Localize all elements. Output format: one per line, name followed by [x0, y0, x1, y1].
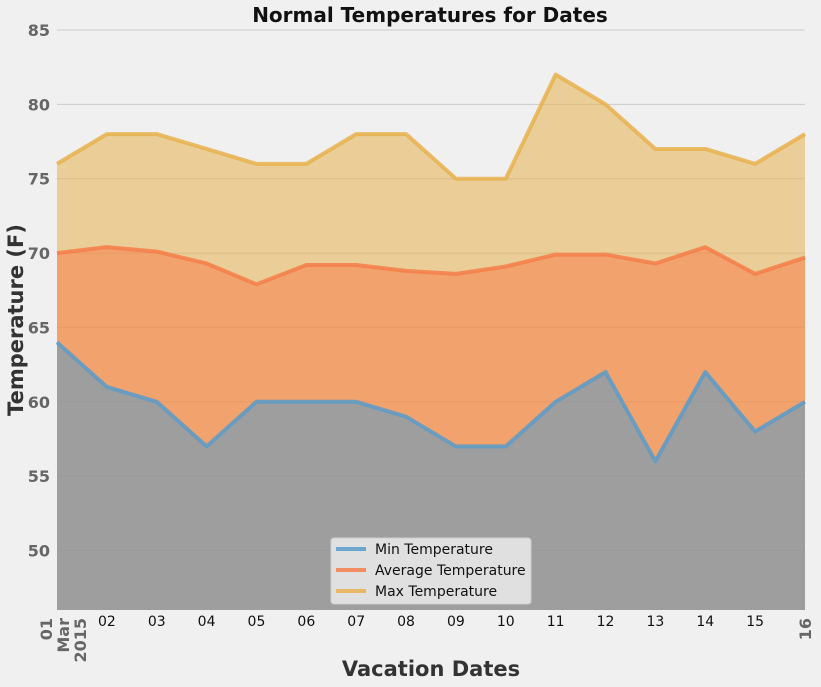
y-axis-label: Temperature (F) — [4, 224, 28, 416]
x-tick-label: 01Mar2015 — [37, 618, 90, 663]
x-tick-label: 13 — [646, 614, 664, 630]
y-tick-label: 80 — [28, 95, 50, 114]
x-tick-label: 11 — [547, 614, 565, 630]
y-tick-labels: 50 55 60 65 70 75 80 85 — [28, 21, 50, 561]
legend-box — [330, 537, 532, 605]
x-tick-label: 14 — [696, 614, 714, 630]
legend-label: Min Temperature — [375, 542, 493, 558]
line-min-temperature — [55, 340, 807, 464]
x-tick-label: 03 — [148, 614, 166, 630]
x-tick-label: 04 — [198, 614, 216, 630]
line-series — [55, 72, 807, 464]
x-tick-label: 09 — [447, 614, 465, 630]
y-tick-label: 65 — [28, 318, 50, 337]
y-tick-label: 75 — [28, 170, 50, 189]
x-axis-label: Vacation Dates — [342, 657, 520, 681]
x-tick-label: 10 — [497, 614, 515, 630]
line-max-temperature — [55, 72, 807, 181]
chart-title: Normal Temperatures for Dates — [252, 3, 608, 27]
x-tick-label: 12 — [597, 614, 615, 630]
legend: Min Temperature Average Temperature Max Te… — [330, 537, 532, 605]
x-tick-labels: 01Mar2015 02 03 04 05 06 07 08 09 10 11 12 13 14 15 16 — [37, 614, 815, 663]
x-tick-label: 08 — [397, 614, 415, 630]
area-min-temperature — [57, 342, 805, 610]
legend-label: Average Temperature — [375, 563, 526, 579]
y-tick-label: 55 — [28, 467, 50, 486]
x-tick-label: 02 — [98, 614, 116, 630]
legend-label: Max Temperature — [375, 584, 497, 600]
x-tick-label: 16 — [796, 618, 815, 640]
y-tick-label: 50 — [28, 542, 50, 561]
x-tick-label: 15 — [746, 614, 764, 630]
area-series — [57, 74, 805, 611]
x-tick-label: 06 — [297, 614, 315, 630]
y-tick-label: 70 — [28, 244, 50, 263]
y-tick-label: 60 — [28, 393, 50, 412]
x-tick-label: 07 — [347, 614, 365, 630]
line-average-temperature — [56, 245, 806, 287]
x-tick-label: 05 — [248, 614, 266, 630]
y-tick-label: 85 — [28, 21, 50, 40]
